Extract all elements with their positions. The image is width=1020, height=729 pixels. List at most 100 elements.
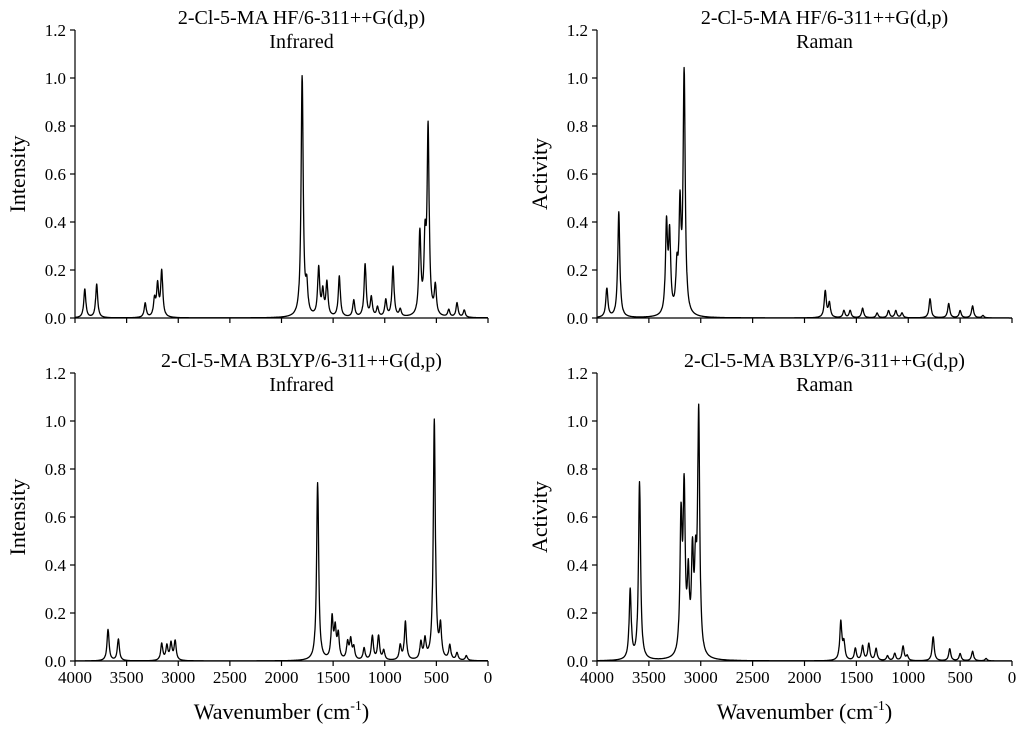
spectrum-peak	[669, 241, 670, 242]
x-tick-label: 1000	[891, 668, 925, 687]
spectrum-peak	[875, 648, 876, 649]
spectrum-peak	[972, 305, 973, 306]
spectrum-peak	[862, 308, 863, 309]
spectrum-peak	[985, 658, 986, 659]
spectrum-peak	[419, 236, 420, 237]
x-tick-label: 2000	[265, 668, 299, 687]
spectrum-peak	[825, 291, 826, 292]
spectrum-peak	[400, 310, 401, 311]
spectrum-peak	[606, 289, 607, 290]
chart-panel-top-left: 0.0 0.2 0.4 0.6 0.8 1.0 1.2 2-Cl-5-MA HF/6-311+…	[5, 7, 489, 328]
spectrum-peak	[405, 622, 406, 623]
spectrum-peak	[630, 591, 631, 592]
spectrum-peak	[666, 229, 667, 230]
chart-title: 2-Cl-5-MA HF/6-311++G(d,p)	[178, 7, 425, 29]
spectrum-peak	[335, 632, 336, 633]
spectrum-peak	[972, 651, 973, 652]
spectrum-peak	[948, 303, 949, 304]
y-tick-label: 0.8	[567, 117, 588, 136]
x-tick-label: 4000	[580, 668, 614, 687]
spectrum-peak	[949, 648, 950, 649]
chart-title: 2-Cl-5-MA B3LYP/6-311++G(d,p)	[161, 350, 442, 372]
y-tick-label: 1.2	[45, 364, 66, 383]
y-tick-label: 1.0	[567, 69, 588, 88]
x-axis-label: Wavenumber (cm-1)	[717, 699, 892, 724]
spectrum-peak	[420, 644, 421, 645]
y-tick-label: 0.6	[567, 165, 588, 184]
chart-subtitle: Raman	[796, 31, 853, 53]
y-tick-label: 0.2	[567, 261, 588, 280]
spectrum-peak	[855, 648, 856, 649]
spectrum-peak	[107, 629, 108, 630]
spectrum-peak	[679, 217, 680, 218]
spectrum-peak	[929, 298, 930, 299]
x-tick-label: 2500	[736, 668, 770, 687]
spectrum-peak	[688, 588, 689, 589]
spectrum-peak	[157, 286, 158, 287]
spectrum-peak	[877, 313, 878, 314]
spectrum-series-line	[596, 66, 1013, 319]
y-tick-label: 0.8	[45, 460, 66, 479]
spectrum-peak	[154, 301, 155, 302]
spectrum-peak	[435, 289, 436, 290]
x-tick-label: 0	[1008, 668, 1017, 687]
spectrum-peak	[456, 303, 457, 304]
spectrum-peak	[371, 298, 372, 299]
x-tick-label: 2000	[788, 668, 822, 687]
spectrum-peak	[982, 315, 983, 316]
spectrum-peak	[464, 310, 465, 311]
spectrum-peak	[84, 289, 85, 290]
spectrum-peak	[322, 293, 323, 294]
spectrum-peak	[676, 277, 677, 278]
spectrum-peak	[843, 644, 844, 645]
y-axis-label: Activity	[527, 481, 552, 553]
chart-title: 2-Cl-5-MA HF/6-311++G(d,p)	[701, 7, 948, 29]
x-tick-label: 1500	[316, 668, 350, 687]
spectrum-peak	[639, 483, 640, 484]
spectrum-peak	[166, 646, 167, 647]
x-tick-label: 3000	[684, 668, 718, 687]
x-axis-label: Wavenumber (cm-1)	[194, 699, 369, 724]
chart-subtitle: Infrared	[269, 374, 333, 396]
spectrum-peak	[695, 586, 696, 587]
y-tick-label: 0.0	[45, 652, 66, 671]
spectrum-peak	[698, 420, 699, 421]
y-tick-label: 0.2	[45, 261, 66, 280]
spectrum-peak	[466, 656, 467, 657]
spectrum-peak	[175, 641, 176, 642]
y-tick-label: 1.2	[567, 364, 588, 383]
spectrum-peak	[424, 250, 425, 251]
spectrum-peak	[161, 644, 162, 645]
spectrum-peak	[933, 636, 934, 637]
spectrum-peak	[353, 648, 354, 649]
spectrum-peak	[347, 644, 348, 645]
spectrum-peak	[840, 622, 841, 623]
spectrum-peak	[326, 284, 327, 285]
y-axis-label: Activity	[527, 138, 552, 210]
x-tick-label: 3000	[161, 668, 195, 687]
x-tick-label: 500	[947, 668, 973, 687]
spectrum-peak	[895, 310, 896, 311]
chart-title: 2-Cl-5-MA B3LYP/6-311++G(d,p)	[684, 350, 965, 372]
spectrum-peak	[317, 483, 318, 484]
y-tick-label: 0.2	[567, 604, 588, 623]
y-tick-label: 0.6	[567, 508, 588, 527]
spectrum-peak	[331, 620, 332, 621]
spectrum-peak	[424, 641, 425, 642]
spectrum-peak	[385, 301, 386, 302]
spectrum-peak	[684, 502, 685, 503]
spectrum-peak	[907, 656, 908, 657]
spectrum-peak	[902, 646, 903, 647]
y-tick-label: 1.2	[567, 21, 588, 40]
y-tick-label: 0.0	[567, 309, 588, 328]
spectrum-peak	[338, 636, 339, 637]
spectrum-series-line	[74, 75, 489, 319]
spectrum-peak	[618, 212, 619, 213]
spectrum-peak	[400, 646, 401, 647]
spectrum-peak	[161, 272, 162, 273]
spectrum-peak	[306, 291, 307, 292]
spectrum-peak	[680, 528, 681, 529]
x-tick-label: 4000	[58, 668, 92, 687]
y-tick-label: 0.8	[45, 117, 66, 136]
